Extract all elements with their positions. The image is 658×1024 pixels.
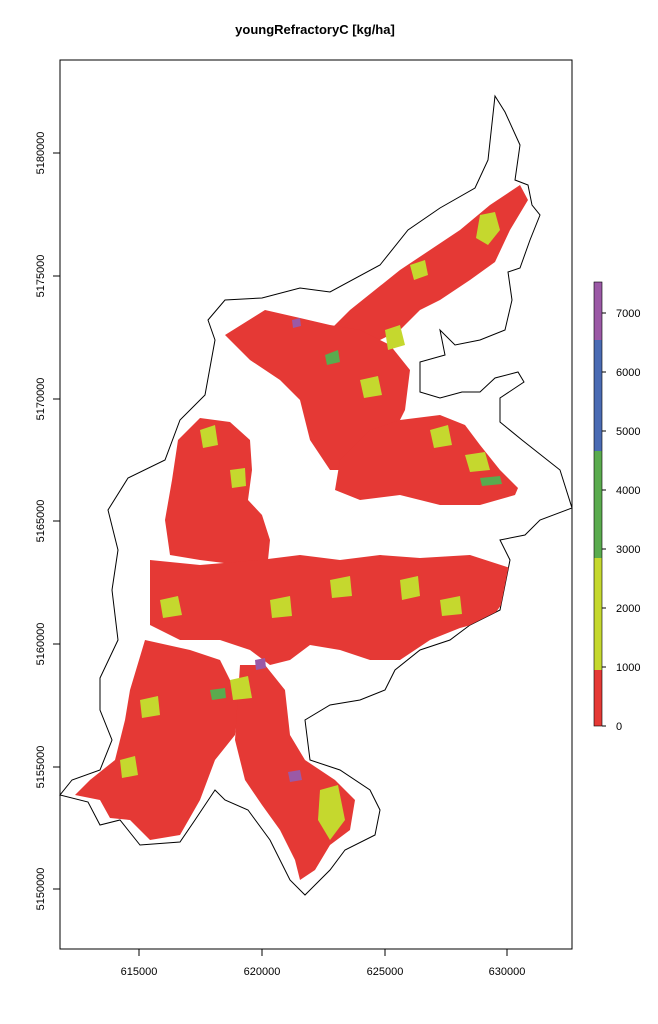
- accent-patch: [430, 425, 452, 448]
- accent-patch: [270, 596, 292, 618]
- accent-patch: [255, 658, 266, 670]
- accent-patch: [318, 785, 345, 840]
- accent-patch: [230, 468, 246, 488]
- accent-patch: [360, 376, 382, 398]
- y-tick-label: 5150000: [35, 868, 47, 911]
- legend-label: 7000: [616, 308, 640, 320]
- raster-patch-north-center: [225, 310, 410, 470]
- accent-patch: [400, 576, 420, 600]
- legend-segment: [594, 282, 602, 340]
- legend-label: 4000: [616, 485, 640, 497]
- x-tick-label: 615000: [121, 966, 158, 978]
- catchment-outline: [59, 94, 573, 896]
- legend-label: 5000: [616, 426, 640, 438]
- accent-patch: [465, 452, 490, 472]
- accent-patch: [385, 325, 405, 350]
- raster-patch-east-arm: [335, 415, 518, 505]
- legend-segment: [594, 670, 602, 726]
- accent-patch: [200, 425, 218, 448]
- legend-label: 3000: [616, 544, 640, 556]
- raster-patch-central-band: [150, 555, 510, 665]
- x-tick-label: 625000: [367, 966, 404, 978]
- x-tick-label: 620000: [244, 966, 281, 978]
- x-tick-label: 630000: [489, 966, 526, 978]
- accent-patch: [410, 260, 428, 280]
- legend-label: 0: [616, 721, 622, 733]
- legend-colorbar: [593, 281, 603, 727]
- y-tick-label: 5170000: [35, 378, 47, 421]
- legend-segment: [594, 451, 602, 558]
- accent-patch: [480, 476, 502, 486]
- raster-patch-southwest: [75, 640, 240, 840]
- raster-layer: [75, 185, 528, 880]
- x-axis: [138, 949, 508, 956]
- raster-patch-northeast: [330, 185, 528, 350]
- accent-patch: [476, 212, 500, 245]
- y-tick-label: 5180000: [35, 132, 47, 175]
- raster-accents: [120, 212, 502, 840]
- raster-patch-west-lobe: [165, 418, 270, 565]
- accent-patch: [292, 318, 301, 328]
- accent-patch: [325, 350, 340, 365]
- legend-segment: [594, 558, 602, 670]
- y-axis: [53, 152, 60, 890]
- y-tick-label: 5175000: [35, 255, 47, 298]
- accent-patch: [210, 688, 226, 700]
- accent-patch: [230, 676, 252, 700]
- accent-patch: [330, 576, 352, 598]
- accent-patch: [140, 696, 160, 718]
- legend-label: 6000: [616, 367, 640, 379]
- legend-label: 1000: [616, 662, 640, 674]
- accent-patch: [440, 596, 462, 616]
- legend-label: 2000: [616, 603, 640, 615]
- y-tick-label: 5160000: [35, 623, 47, 666]
- accent-patch: [120, 756, 138, 778]
- legend-ticks: [602, 312, 606, 727]
- accent-patch: [160, 596, 182, 618]
- y-tick-label: 5165000: [35, 500, 47, 543]
- legend-segment: [594, 340, 602, 451]
- plot-frame: [59, 59, 573, 950]
- y-tick-label: 5155000: [35, 746, 47, 789]
- map-title: youngRefractoryC [kg/ha]: [235, 22, 395, 37]
- accent-patch: [288, 770, 302, 782]
